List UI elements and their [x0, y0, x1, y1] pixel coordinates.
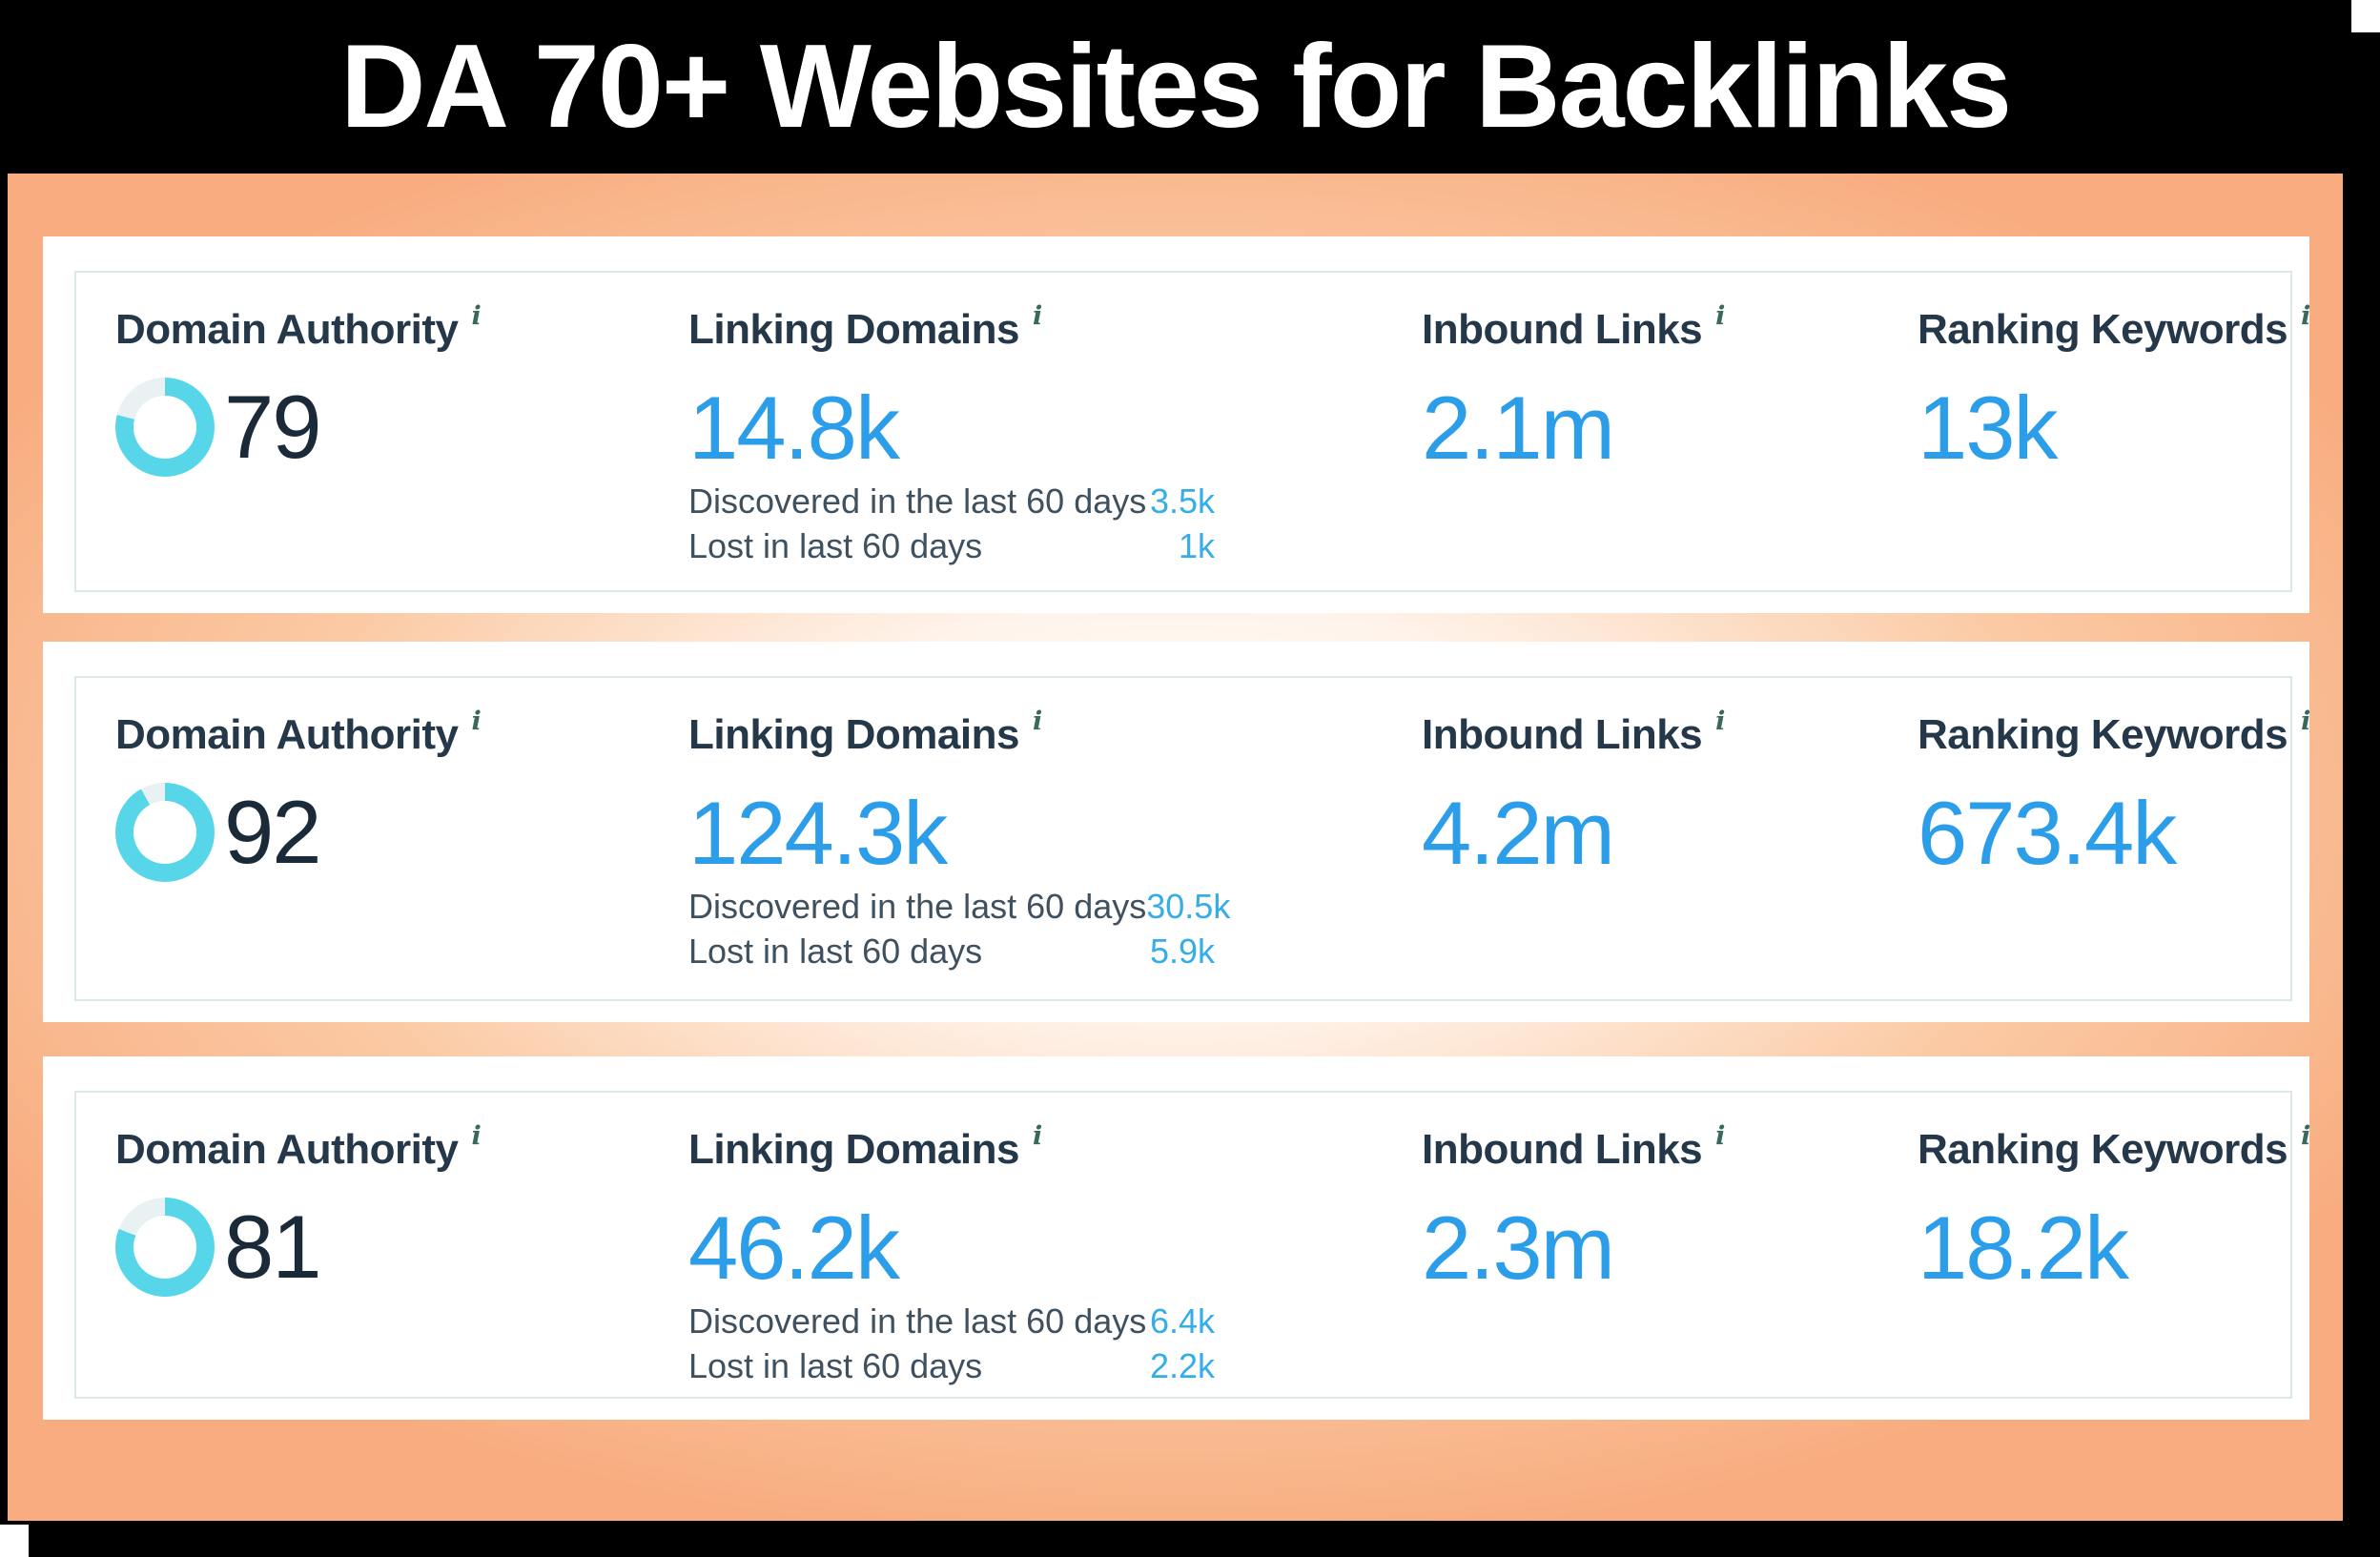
metric-label-row: Inbound Links i	[1422, 1121, 1725, 1175]
substat-row: Lost in last 60 days 2.2k	[688, 1343, 1215, 1388]
ranking-keywords-value: 13k	[1918, 378, 2059, 478]
linking-domains-column: Linking Domains i 124.3k Discovered in th…	[688, 707, 1230, 973]
substat-value: 1k	[1178, 526, 1215, 565]
linking-domains-column: Linking Domains i 14.8k Discovered in the…	[688, 301, 1215, 568]
stats-block-1: Domain Authority i 79 Linking Domains i 14…	[43, 236, 2310, 613]
substat-row: Discovered in the last 60 days 3.5k	[688, 479, 1215, 523]
metric-label-row: Ranking Keywords i	[1918, 707, 2310, 760]
info-icon[interactable]: i	[1715, 301, 1726, 331]
domain-authority-value: 81	[224, 1197, 322, 1297]
info-icon[interactable]: i	[1715, 1121, 1726, 1151]
domain-authority-row: 81	[115, 1198, 482, 1297]
linking-domains-label: Linking Domains	[688, 1126, 1019, 1173]
inbound-links-value: 2.3m	[1422, 1198, 1615, 1298]
substat-row: Lost in last 60 days 5.9k	[688, 929, 1215, 973]
substat-label: Discovered in the last 60 days	[688, 1301, 1147, 1341]
inbound-links-value: 4.2m	[1422, 783, 1615, 883]
linking-domains-value: 124.3k	[688, 783, 948, 883]
metric-card: Domain Authority i 81 Linking Domains i 46…	[74, 1091, 2310, 1399]
substat-value: 3.5k	[1149, 481, 1215, 521]
stats-block-3: Domain Authority i 81 Linking Domains i 46…	[43, 1056, 2310, 1420]
inbound-links-column: Inbound Links i 4.2m	[1422, 707, 1725, 883]
linking-domains-label: Linking Domains	[688, 711, 1019, 758]
info-icon[interactable]: i	[2301, 707, 2311, 736]
domain-authority-label: Domain Authority	[115, 1126, 459, 1173]
ranking-keywords-column: Ranking Keywords i 18.2k	[1918, 1121, 2310, 1298]
info-icon[interactable]: i	[1715, 707, 1726, 736]
domain-authority-value: 92	[224, 782, 322, 882]
ranking-keywords-label: Ranking Keywords	[1918, 1126, 2288, 1173]
header-bar: DA 70+ Websites for Backlinks	[8, 0, 2343, 174]
linking-domains-substats: Discovered in the last 60 days 3.5k Lost…	[688, 479, 1215, 568]
linking-domains-substats: Discovered in the last 60 days 6.4k Lost…	[688, 1299, 1215, 1388]
linking-domains-column: Linking Domains i 46.2k Discovered in the…	[688, 1121, 1215, 1388]
substat-label: Lost in last 60 days	[688, 1346, 983, 1385]
info-icon[interactable]: i	[471, 1121, 482, 1151]
inbound-links-value: 2.1m	[1422, 378, 1615, 478]
substat-row: Lost in last 60 days 1k	[688, 523, 1215, 568]
domain-authority-ring	[115, 783, 215, 882]
ranking-keywords-column: Ranking Keywords i 673.4k	[1918, 707, 2310, 883]
metric-label-row: Inbound Links i	[1422, 707, 1725, 760]
metric-card: Domain Authority i 79 Linking Domains i 14…	[74, 271, 2310, 592]
info-icon[interactable]: i	[2301, 1121, 2311, 1151]
ranking-keywords-label: Ranking Keywords	[1918, 711, 2288, 758]
info-icon[interactable]: i	[2301, 301, 2311, 331]
domain-authority-value: 79	[224, 377, 322, 477]
domain-authority-label: Domain Authority	[115, 711, 459, 758]
inbound-links-label: Inbound Links	[1422, 306, 1703, 353]
domain-authority-row: 79	[115, 378, 482, 477]
metric-label-row: Ranking Keywords i	[1918, 1121, 2310, 1175]
metric-label-row: Linking Domains i	[688, 1121, 1215, 1175]
domain-authority-column: Domain Authority i 81	[115, 1121, 482, 1297]
domain-authority-row: 92	[115, 783, 482, 882]
poster-title: DA 70+ Websites for Backlinks	[339, 21, 2012, 153]
substat-row: Discovered in the last 60 days 30.5k	[688, 884, 1230, 929]
substat-label: Lost in last 60 days	[688, 526, 983, 565]
domain-authority-column: Domain Authority i 79	[115, 301, 482, 477]
ranking-keywords-value: 673.4k	[1918, 783, 2177, 883]
domain-authority-ring	[115, 378, 215, 477]
metric-card: Domain Authority i 92 Linking Domains i 12…	[74, 676, 2310, 1001]
ranking-keywords-column: Ranking Keywords i 13k	[1918, 301, 2310, 478]
linking-domains-label: Linking Domains	[688, 306, 1019, 353]
substat-label: Discovered in the last 60 days	[688, 481, 1147, 521]
metric-label-row: Ranking Keywords i	[1918, 301, 2310, 355]
domain-authority-ring	[115, 1198, 215, 1297]
substat-row: Discovered in the last 60 days 6.4k	[688, 1299, 1215, 1343]
substat-label: Discovered in the last 60 days	[688, 887, 1147, 926]
substat-value: 2.2k	[1149, 1346, 1215, 1385]
inbound-links-column: Inbound Links i 2.1m	[1422, 301, 1725, 478]
ranking-keywords-value: 18.2k	[1918, 1198, 2129, 1298]
background-panel: Domain Authority i 79 Linking Domains i 14…	[8, 174, 2343, 1521]
info-icon[interactable]: i	[1032, 301, 1043, 331]
domain-authority-label: Domain Authority	[115, 306, 459, 353]
metric-label-row: Inbound Links i	[1422, 301, 1725, 355]
info-icon[interactable]: i	[1032, 707, 1043, 736]
substat-value: 5.9k	[1149, 932, 1215, 971]
metric-label-row: Domain Authority i	[115, 707, 482, 760]
linking-domains-substats: Discovered in the last 60 days 30.5k Los…	[688, 884, 1230, 973]
metric-label-row: Linking Domains i	[688, 301, 1215, 355]
linking-domains-value: 14.8k	[688, 378, 900, 478]
stats-block-2: Domain Authority i 92 Linking Domains i 12…	[43, 642, 2310, 1022]
metric-label-row: Domain Authority i	[115, 301, 482, 355]
metric-label-row: Domain Authority i	[115, 1121, 482, 1175]
inbound-links-label: Inbound Links	[1422, 1126, 1703, 1173]
domain-authority-column: Domain Authority i 92	[115, 707, 482, 882]
ranking-keywords-label: Ranking Keywords	[1918, 306, 2288, 353]
info-icon[interactable]: i	[1032, 1121, 1043, 1151]
inbound-links-column: Inbound Links i 2.3m	[1422, 1121, 1725, 1298]
metric-label-row: Linking Domains i	[688, 707, 1215, 760]
info-icon[interactable]: i	[471, 301, 482, 331]
substat-value: 30.5k	[1146, 887, 1231, 926]
substat-label: Lost in last 60 days	[688, 932, 983, 971]
info-icon[interactable]: i	[471, 707, 482, 736]
linking-domains-value: 46.2k	[688, 1198, 900, 1298]
substat-value: 6.4k	[1149, 1301, 1215, 1341]
inbound-links-label: Inbound Links	[1422, 711, 1703, 758]
